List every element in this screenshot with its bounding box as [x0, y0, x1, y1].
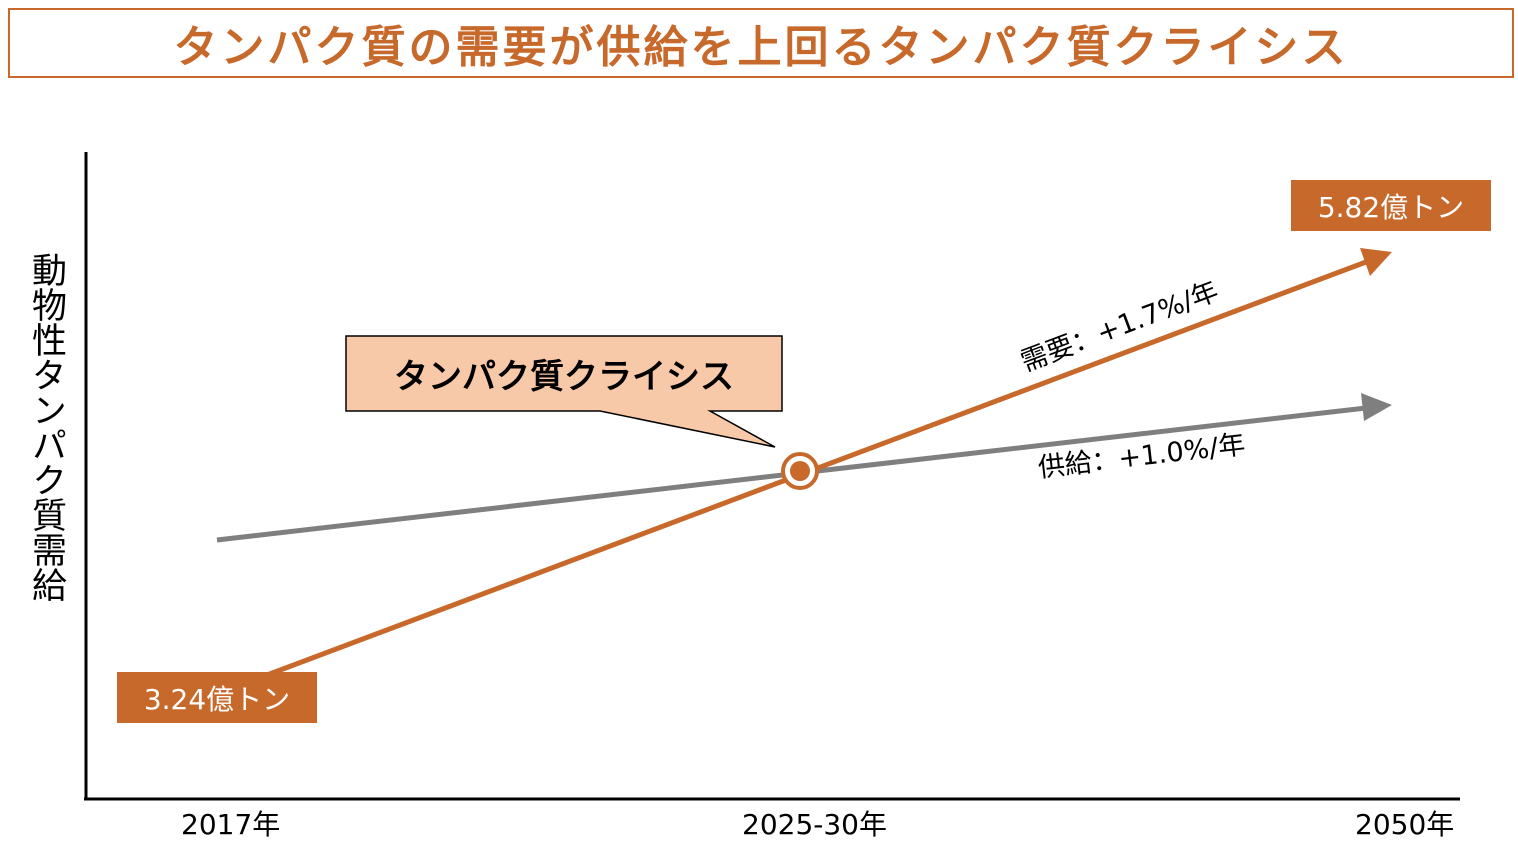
end-value-box: 5.82億トン [1291, 180, 1491, 231]
x-tick-2025-30: 2025-30年 [742, 808, 887, 841]
demand-arrowhead [1360, 248, 1392, 276]
callout-bubble [345, 335, 783, 448]
x-tick-2050: 2050年 [1355, 808, 1455, 841]
x-tick-2017: 2017年 [181, 808, 281, 841]
supply-arrowhead [1361, 393, 1392, 421]
callout-label: タンパク質クライシス [394, 357, 734, 397]
crossing-point-dot [790, 461, 810, 481]
y-axis-label: 動物性タンパク質需給 [26, 252, 66, 602]
title-banner: タンパク質の需要が供給を上回るタンパク質クライシス [8, 8, 1514, 78]
start-value-box: 3.24億トン [117, 672, 317, 723]
page-title: タンパク質の需要が供給を上回るタンパク質クライシス [173, 22, 1349, 73]
